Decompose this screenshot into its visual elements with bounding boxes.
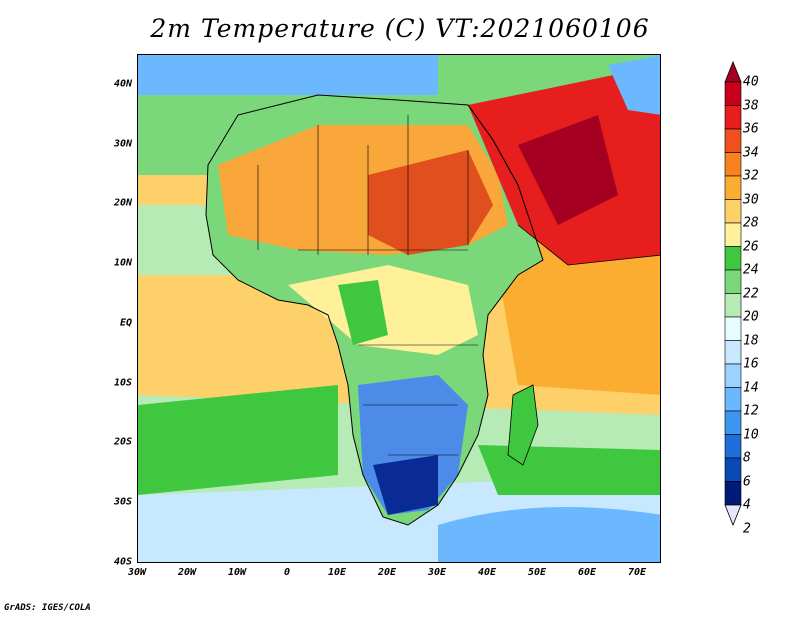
mozambique-channel-band xyxy=(478,445,660,495)
colorbar-segment xyxy=(724,410,742,435)
colorbar-label: 4 xyxy=(743,497,751,513)
colorbar-arrow-top xyxy=(724,60,742,83)
colorbar-label: 30 xyxy=(743,192,759,207)
colorbar-label: 2 xyxy=(743,521,751,536)
lon-label-10w: 10W xyxy=(227,567,247,578)
colorbar-segment xyxy=(724,481,742,506)
congo-green xyxy=(338,280,388,345)
lon-label-60e: 60E xyxy=(577,567,597,578)
lat-label-10n: 10N xyxy=(113,257,132,269)
colorbar-segment xyxy=(724,293,742,318)
temperature-map xyxy=(137,54,661,563)
lon-label-0: 0 xyxy=(283,567,291,578)
colorbar-segment xyxy=(724,457,742,482)
lon-label-30e: 30E xyxy=(427,567,447,578)
credit-text: GrADS: IGES/COLA xyxy=(4,603,91,613)
colorbar-segment xyxy=(724,269,742,294)
colorbar-segment xyxy=(724,222,742,247)
colorbar-label: 36 xyxy=(743,121,759,137)
lon-label-20w: 20W xyxy=(177,567,197,578)
colorbar-segment xyxy=(724,152,742,177)
colorbar-segment xyxy=(724,105,742,130)
lat-label-eq: EQ xyxy=(119,317,132,329)
colorbar-label: 8 xyxy=(743,450,751,466)
colorbar-label: 10 xyxy=(743,427,759,442)
south-africa-cold xyxy=(373,455,438,515)
lon-label-50e: 50E xyxy=(527,567,547,578)
colorbar-segment xyxy=(724,246,742,271)
lon-label-70e: 70E xyxy=(627,567,647,578)
colorbar-label: 18 xyxy=(743,333,759,348)
lat-label-30n: 30N xyxy=(113,138,132,150)
colorbar-label: 40 xyxy=(743,74,759,90)
colorbar-arrow-bottom xyxy=(724,504,742,527)
lat-label-40s: 40S xyxy=(113,556,132,568)
country-borders xyxy=(257,115,478,456)
colorbar-segment xyxy=(724,363,742,388)
chart-title: 2m Temperature (C) VT:2021060106 xyxy=(150,14,650,43)
colorbar-segment xyxy=(724,340,742,365)
lat-label-20n: 20N xyxy=(113,197,132,209)
colorbar-segment xyxy=(724,434,742,459)
colorbar-label: 6 xyxy=(743,474,751,489)
colorbar-label: 38 xyxy=(743,98,759,113)
lon-label-20e: 20E xyxy=(377,567,397,578)
iran-highlands-cool xyxy=(608,55,660,115)
lat-label-20s: 20S xyxy=(113,436,132,448)
colorbar-label: 14 xyxy=(743,380,759,395)
lon-label-40e: 40E xyxy=(477,567,497,578)
lat-label-30s: 30S xyxy=(113,496,132,508)
lon-label-30w: 30W xyxy=(127,567,147,578)
map-canvas xyxy=(138,55,660,562)
temperature-colorbar xyxy=(724,60,742,527)
south-atlantic-green xyxy=(138,385,338,495)
colorbar-label: 32 xyxy=(743,168,759,184)
colorbar-segment xyxy=(724,387,742,412)
madagascar xyxy=(507,384,539,466)
colorbar-segment xyxy=(724,316,742,341)
colorbar-label: 12 xyxy=(743,403,759,419)
colorbar-label: 28 xyxy=(743,215,759,231)
southern-ocean-cold xyxy=(438,507,660,562)
colorbar-label: 26 xyxy=(743,239,759,254)
arabian-peninsula-hottest xyxy=(518,115,618,225)
colorbar-label: 20 xyxy=(743,309,759,325)
colorbar-label: 34 xyxy=(743,145,759,160)
colorbar-label: 22 xyxy=(743,286,759,301)
colorbar-segment xyxy=(724,175,742,200)
lon-label-10e: 10E xyxy=(327,567,347,578)
colorbar-segment xyxy=(724,199,742,224)
lat-label-10s: 10S xyxy=(113,377,132,389)
colorbar-segment xyxy=(724,128,742,153)
colorbar-segment xyxy=(724,81,742,106)
north-atlantic-cold xyxy=(138,55,438,95)
colorbar-label: 24 xyxy=(743,262,759,278)
colorbar-label: 16 xyxy=(743,356,759,372)
middle-east-borders xyxy=(467,104,660,266)
lat-label-40n: 40N xyxy=(113,78,132,90)
eastern-sahara-very-hot xyxy=(368,150,493,255)
